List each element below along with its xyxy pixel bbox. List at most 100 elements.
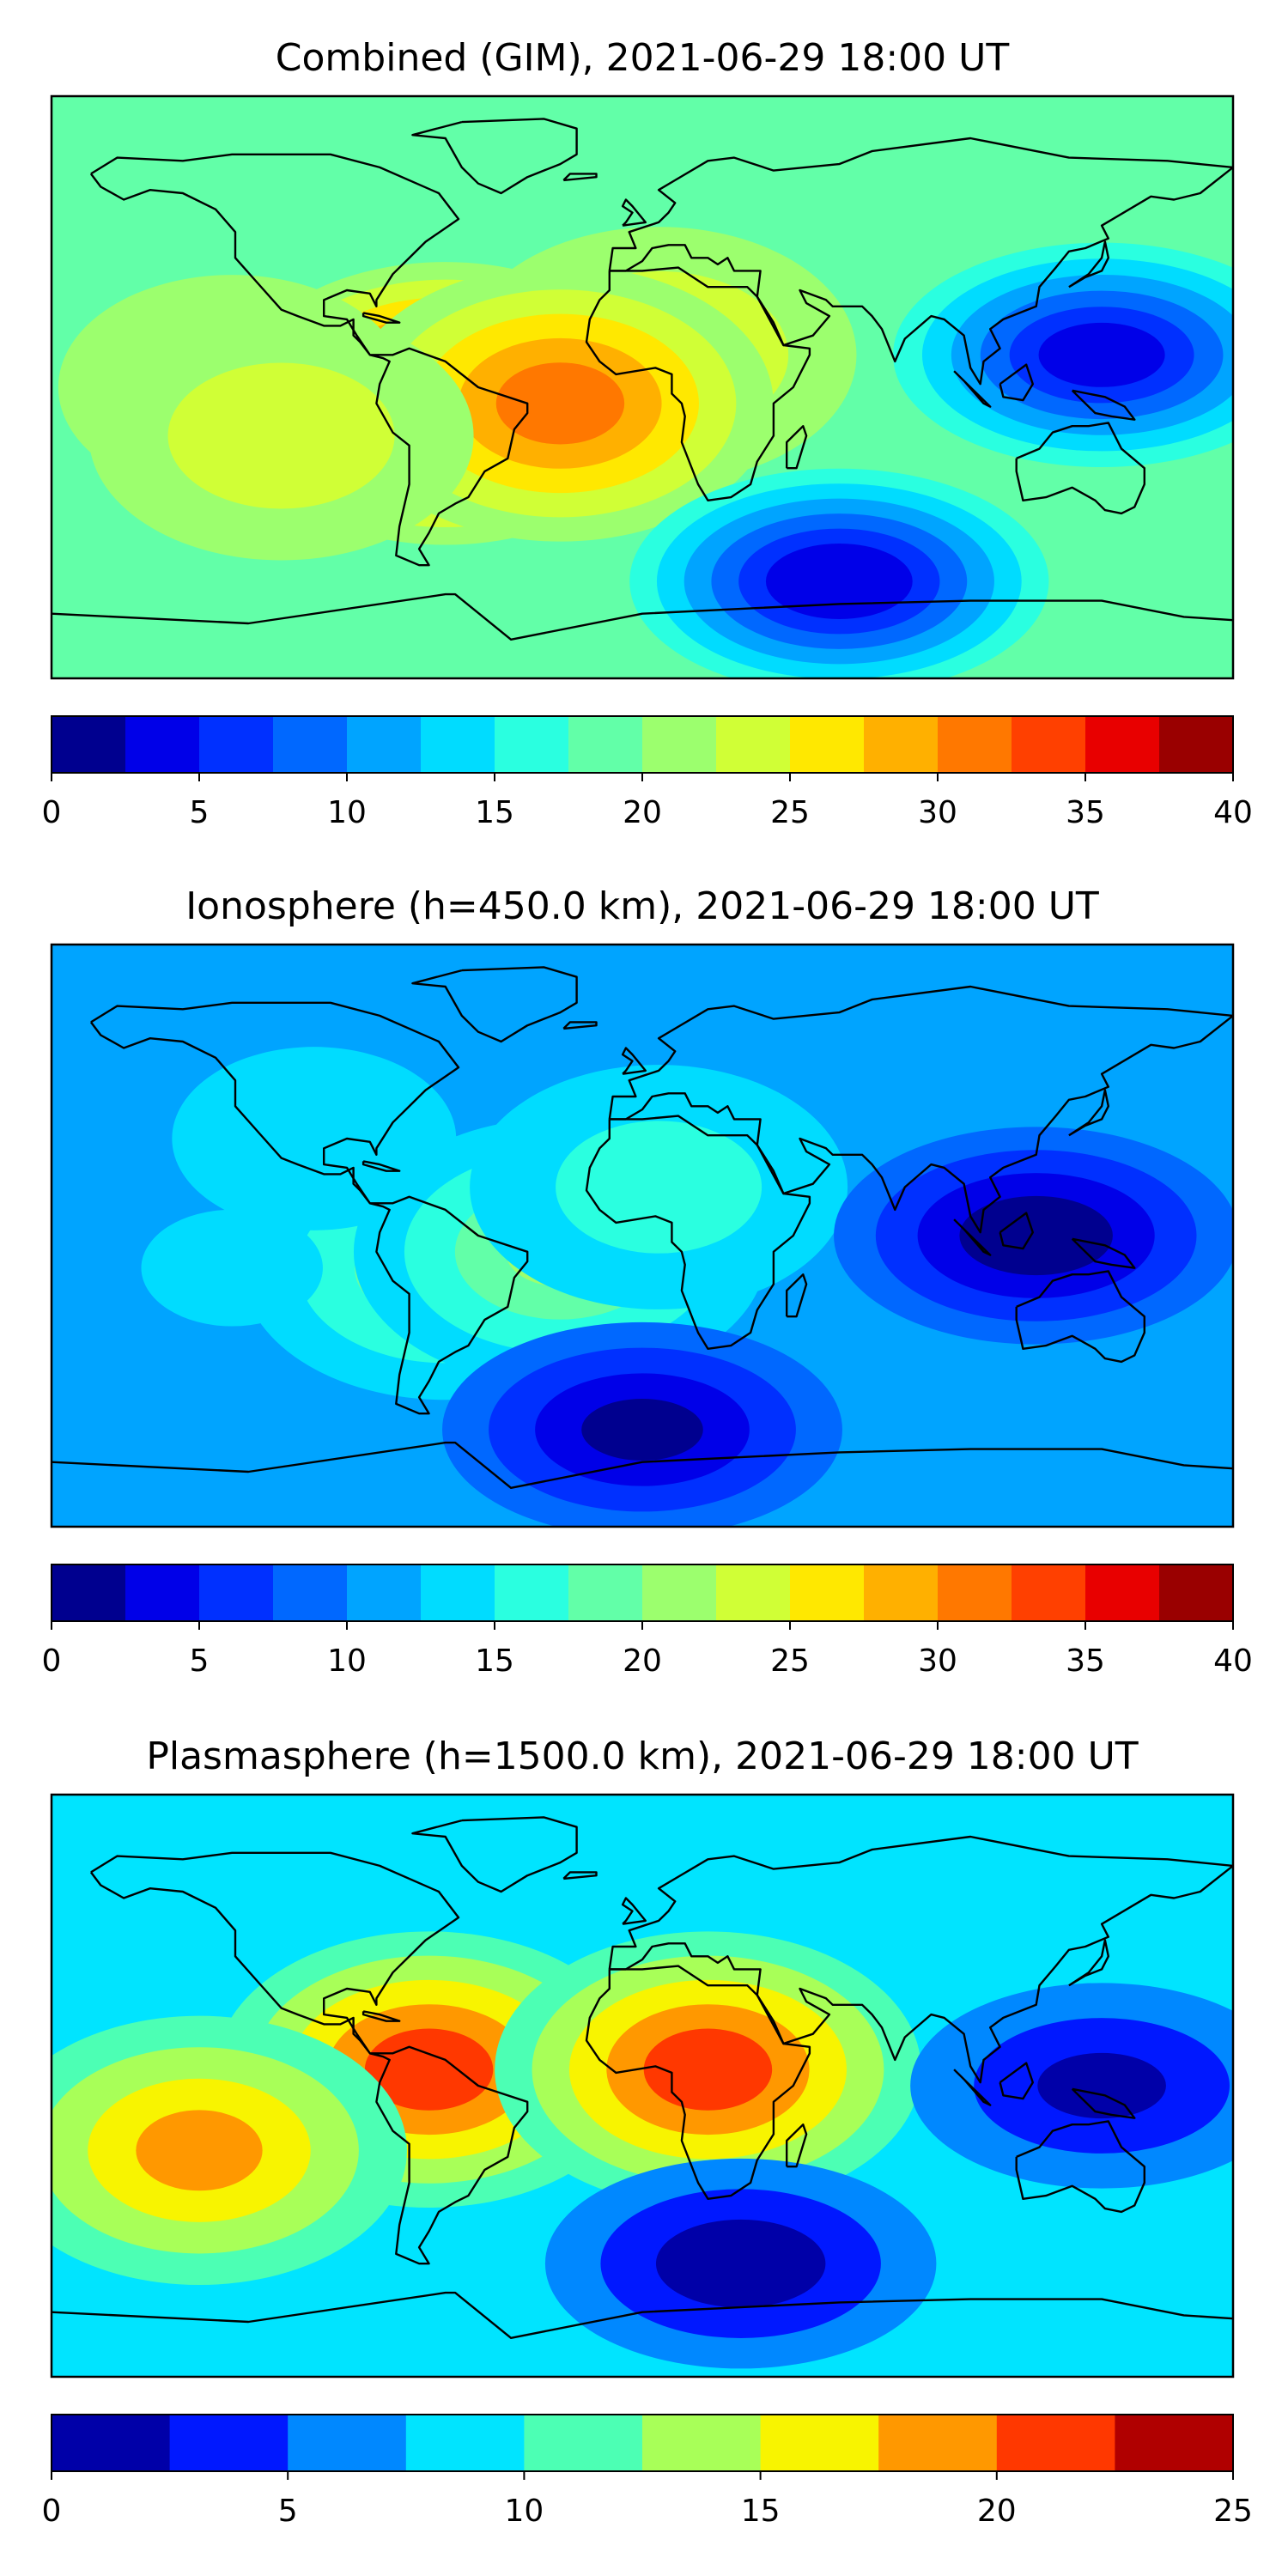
colorbar-tick-label: 20 <box>623 1643 662 1679</box>
colorbar-segment <box>1115 2415 1234 2471</box>
colorbar-segment <box>199 716 274 773</box>
colorbar-segment <box>1012 1564 1086 1621</box>
colorbar-segment <box>938 1564 1012 1621</box>
coastline <box>89 1001 529 1415</box>
colorbar-tick-label: 15 <box>475 1643 514 1679</box>
colorbar-segment <box>199 1564 274 1621</box>
map-field <box>52 1795 1233 2377</box>
coastline <box>608 985 1233 1234</box>
coastline <box>1015 1270 1145 1364</box>
colorbar-segment <box>1085 1564 1160 1621</box>
feature-3 <box>347 264 774 542</box>
feature-8 <box>893 242 1233 467</box>
colorbar-tick-label: 10 <box>504 2494 544 2529</box>
coastline <box>1071 389 1136 421</box>
colorbar-segment <box>273 716 348 773</box>
colorbar-segment <box>52 1564 126 1621</box>
colorbar-segment <box>878 2415 998 2471</box>
colorbar-segment <box>495 1564 569 1621</box>
colorbar-tick-label: 0 <box>42 1643 62 1679</box>
feature-6 <box>834 1127 1233 1345</box>
coastline <box>953 370 992 408</box>
colorbar-tick-label: 0 <box>42 795 62 830</box>
colorbar-tick-label: 30 <box>918 1643 957 1679</box>
contour-band <box>495 362 625 445</box>
colorbar-segment <box>495 716 569 773</box>
coastline <box>562 173 598 182</box>
colorbar-tick-label: 0 <box>42 2494 62 2529</box>
coastline <box>1068 240 1109 289</box>
contour-band <box>136 2110 263 2191</box>
chart-panel-2: Ionosphere (h=450.0 km), 2021-06-29 18:0… <box>42 884 1253 1679</box>
coastline <box>411 118 578 195</box>
colorbar-tick-label: 30 <box>918 795 957 830</box>
colorbar-segment <box>52 716 126 773</box>
colorbar-segment <box>642 2415 762 2471</box>
colorbar-segment <box>760 2415 879 2471</box>
contour-band <box>167 362 395 509</box>
colorbar-tick-label: 40 <box>1213 1643 1253 1679</box>
coastline <box>608 1835 1233 2084</box>
feature-5 <box>141 1209 323 1327</box>
colorbar-segment <box>288 2415 407 2471</box>
colorbar-segment <box>125 716 200 773</box>
feature-5 <box>88 311 474 561</box>
coastline <box>89 153 529 567</box>
coastlines <box>52 966 1233 1489</box>
coastline <box>1071 1237 1136 1269</box>
colorbar-tick-label: 25 <box>770 1643 810 1679</box>
coastline <box>621 1047 647 1075</box>
coastline <box>52 592 1233 641</box>
coastline <box>585 266 811 501</box>
colorbar-tick-label: 35 <box>1066 1643 1105 1679</box>
colorbar-tick-label: 5 <box>278 2494 298 2529</box>
colorbar-tick-label: 5 <box>190 1643 210 1679</box>
colorbar-segment <box>125 1564 200 1621</box>
colorbar-tick-label: 35 <box>1066 795 1105 830</box>
coastline <box>1071 2087 1136 2119</box>
colorbar-segment <box>273 1564 348 1621</box>
colorbar-segment <box>1012 716 1086 773</box>
contour-band <box>364 2028 494 2111</box>
contour-band <box>959 1195 1113 1276</box>
coastline <box>585 1115 811 1350</box>
colorbar: 0 5 10 15 20 25 30 35 40 <box>42 1564 1253 1679</box>
coastline <box>786 2123 808 2168</box>
colorbar-segment <box>790 1564 865 1621</box>
contour-band <box>141 1209 323 1327</box>
feature-6 <box>544 2158 937 2369</box>
colorbar-frame <box>51 2414 1234 2472</box>
coastline <box>621 1897 647 1925</box>
colorbar-segment <box>421 1564 495 1621</box>
colorbar-tick-label: 5 <box>190 795 210 830</box>
coastline <box>1068 1089 1109 1137</box>
colorbar-segment <box>790 716 865 773</box>
chart-title: Ionosphere (h=450.0 km), 2021-06-29 18:0… <box>185 884 1099 928</box>
colorbar-tick-label: 25 <box>770 795 810 830</box>
coastline <box>999 363 1034 402</box>
contour-band <box>1038 322 1165 387</box>
coastline <box>1068 1939 1109 1987</box>
feature-3 <box>470 1065 848 1309</box>
coastline <box>585 1965 811 2200</box>
colorbar-tick-label: 10 <box>327 1643 367 1679</box>
colorbar-segment <box>642 1564 717 1621</box>
coastline <box>953 1218 992 1256</box>
coastline <box>361 312 401 324</box>
coastlines <box>52 118 1233 641</box>
colorbar-tick-label: 40 <box>1213 795 1253 830</box>
contour-band <box>765 544 913 619</box>
coastline <box>999 1212 1034 1250</box>
colorbar-segment <box>568 716 643 773</box>
coastline <box>1015 2120 1145 2214</box>
colorbar-segment <box>1159 1564 1234 1621</box>
colorbar-segment <box>864 1564 939 1621</box>
colorbar-tick-label: 25 <box>1213 2494 1253 2529</box>
colorbar-segment <box>347 1564 422 1621</box>
colorbar-segment <box>421 716 495 773</box>
contour-band <box>581 1399 703 1461</box>
coastline <box>52 1441 1233 1489</box>
coastline <box>562 1021 598 1030</box>
contour-band <box>1037 2052 1166 2119</box>
contour-band <box>655 2219 826 2308</box>
